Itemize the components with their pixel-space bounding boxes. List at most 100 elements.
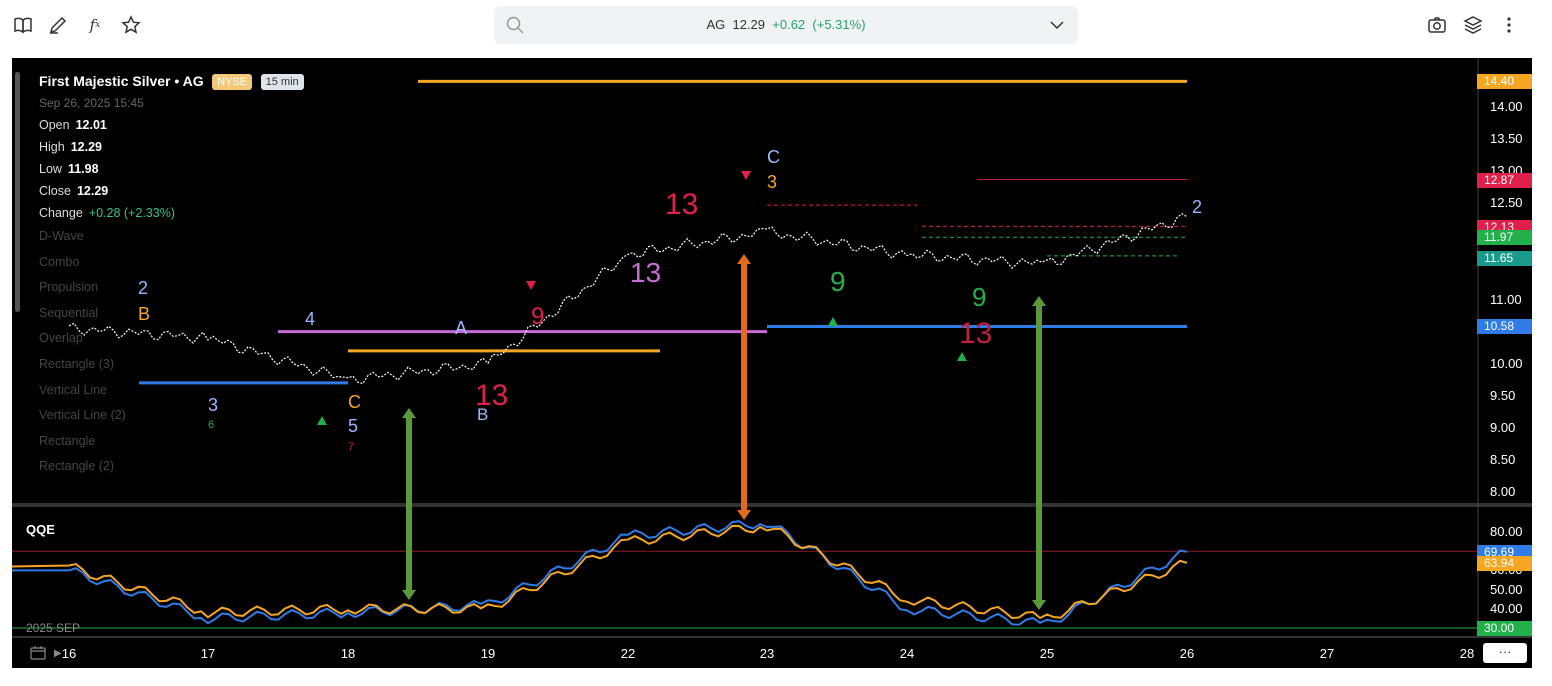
price-series-line: [68, 213, 1188, 385]
date-tick-label: 18: [340, 646, 356, 661]
indicator-list: D-Wave Combo Propulsion Sequential Overlap Re…: [39, 224, 304, 480]
vertical-arrow-head-bottom: [737, 510, 751, 520]
price-tick-label: 13.50: [1490, 131, 1523, 147]
date-tick-label: 19: [480, 646, 496, 661]
count-annotation: 2: [138, 278, 148, 298]
qqe-tick-label: 80.00: [1490, 524, 1523, 539]
indicator-item[interactable]: Vertical Line (2): [39, 408, 126, 423]
price-tick-label: 8.50: [1490, 451, 1516, 467]
ohlc-open: Open 12.01: [39, 118, 107, 132]
signal-triangle: [317, 416, 327, 425]
count-annotation: 3: [208, 395, 218, 415]
signal-triangle: [741, 171, 751, 180]
count-annotation: 9: [531, 303, 544, 330]
vertical-arrow-head-top: [402, 408, 416, 418]
instrument-title: First Majestic Silver • AG: [39, 73, 204, 89]
indicator-item[interactable]: Sequential: [39, 305, 99, 320]
ohlc-high: High 12.29: [39, 140, 102, 154]
star-icon[interactable]: [120, 14, 142, 36]
search-icon: [506, 16, 524, 34]
ohlc-change: Change +0.28 (+2.33%): [39, 206, 175, 220]
ohlc-low: Low 11.98: [39, 162, 99, 176]
price-tick-label: 14.00: [1490, 99, 1523, 114]
calendar-icon[interactable]: [30, 646, 46, 660]
count-annotation: 3: [767, 172, 777, 192]
count-annotation: A: [455, 318, 467, 338]
date-tick-label: 22: [620, 646, 636, 661]
exchange-badge: NYSE: [212, 74, 253, 90]
price-tick-label: 11.00: [1490, 291, 1522, 307]
count-annotation: 2: [1192, 197, 1202, 217]
legend-title-row: First Majestic Silver • AG NYSE 15 min: [39, 70, 304, 92]
count-annotation: 6: [208, 419, 214, 431]
more-options-button[interactable]: ···: [1483, 643, 1527, 663]
book-icon[interactable]: [12, 14, 34, 36]
ohlc-close: Close 12.29: [39, 184, 109, 198]
timeframe-badge[interactable]: 15 min: [260, 74, 304, 90]
price-tick-label: 8.00: [1490, 484, 1516, 499]
indicator-item[interactable]: Combo: [39, 254, 80, 269]
quote-change-pct: (+5.31%): [812, 17, 866, 32]
date-tick-label: 27: [1319, 646, 1335, 661]
indicator-item[interactable]: Rectangle: [39, 433, 96, 448]
price-tick-label: 9.00: [1490, 419, 1516, 435]
count-annotation: C: [348, 392, 361, 412]
date-tick-label: 16: [61, 646, 77, 661]
more-vertical-icon[interactable]: [1498, 14, 1520, 36]
quote-symbol: AG: [706, 17, 726, 32]
count-annotation: 5: [348, 416, 358, 436]
indicator-item[interactable]: Propulsion: [39, 280, 99, 295]
qqe-tag: 63.94: [1477, 555, 1532, 571]
count-annotation: 13: [959, 317, 992, 350]
play-icon[interactable]: ▶: [54, 648, 62, 659]
price-tag: 10.58: [1477, 319, 1532, 335]
chart-canvas[interactable]: 2 B 3 6 4 C 5 7 A B 9 13 C 3 13 9 13 2 9 13: [12, 58, 1532, 668]
price-tag: 12.87: [1477, 172, 1532, 188]
layers-icon[interactable]: [1462, 14, 1484, 36]
vertical-arrow-head-top: [737, 254, 751, 264]
quote-change: +0.62: [772, 17, 806, 32]
indicator-item[interactable]: Rectangle (3): [39, 356, 115, 371]
signal-triangle: [957, 352, 967, 361]
count-annotation: 4: [305, 309, 315, 329]
chevron-down-icon: [1050, 21, 1064, 30]
legend-scrollbar[interactable]: [15, 72, 20, 312]
quote-price: 12.29: [732, 17, 766, 32]
qqe-tag: 30.00: [1477, 621, 1532, 636]
indicator-item[interactable]: Overlap: [39, 331, 83, 346]
month-label: 2025 SEP: [26, 621, 81, 635]
price-tag: 11.65: [1477, 250, 1532, 266]
count-annotation: 9: [830, 266, 846, 297]
count-annotation: C: [767, 147, 780, 167]
date-tick-label: 23: [759, 646, 775, 661]
qqe-fast-line: [12, 520, 1188, 626]
price-tick-label: 12.50: [1490, 195, 1523, 211]
vertical-arrow-head-bottom: [402, 590, 416, 600]
date-tick-label: 17: [200, 646, 216, 661]
symbol-search-bar[interactable]: AG 12.29 +0.62 (+5.31%): [494, 6, 1078, 44]
symbol-quote: AG 12.29 +0.62 (+5.31%): [494, 17, 1078, 32]
count-annotation: 13: [475, 379, 508, 412]
qqe-slow-line: [12, 524, 1188, 620]
indicator-item[interactable]: Vertical Line: [39, 382, 108, 397]
price-tag: 11.97: [1477, 230, 1532, 246]
price-tick-label: 9.50: [1490, 387, 1516, 403]
indicator-item[interactable]: D-Wave: [39, 229, 84, 243]
count-annotation: 9: [972, 282, 986, 312]
count-annotation: 13: [630, 257, 661, 288]
date-tick-label: 28: [1459, 646, 1475, 661]
pencil-icon[interactable]: [47, 14, 69, 36]
price-tick-label: 10.00: [1490, 355, 1523, 371]
qqe-pane-title: QQE: [26, 522, 55, 537]
chart-panel[interactable]: 2 B 3 6 4 C 5 7 A B 9 13 C 3 13 9 13 2 9 13 First Majestic …: [12, 58, 1532, 668]
indicator-item[interactable]: Rectangle (2): [39, 459, 115, 474]
count-annotation: B: [138, 304, 150, 324]
camera-icon[interactable]: [1426, 14, 1448, 36]
qqe-tick-label: 40.00: [1490, 600, 1523, 616]
signal-triangle: [828, 317, 838, 326]
chart-legend: First Majestic Silver • AG NYSE 15 min S…: [39, 70, 304, 480]
date-tick-label: 24: [899, 646, 915, 661]
count-annotation: 13: [665, 188, 698, 221]
